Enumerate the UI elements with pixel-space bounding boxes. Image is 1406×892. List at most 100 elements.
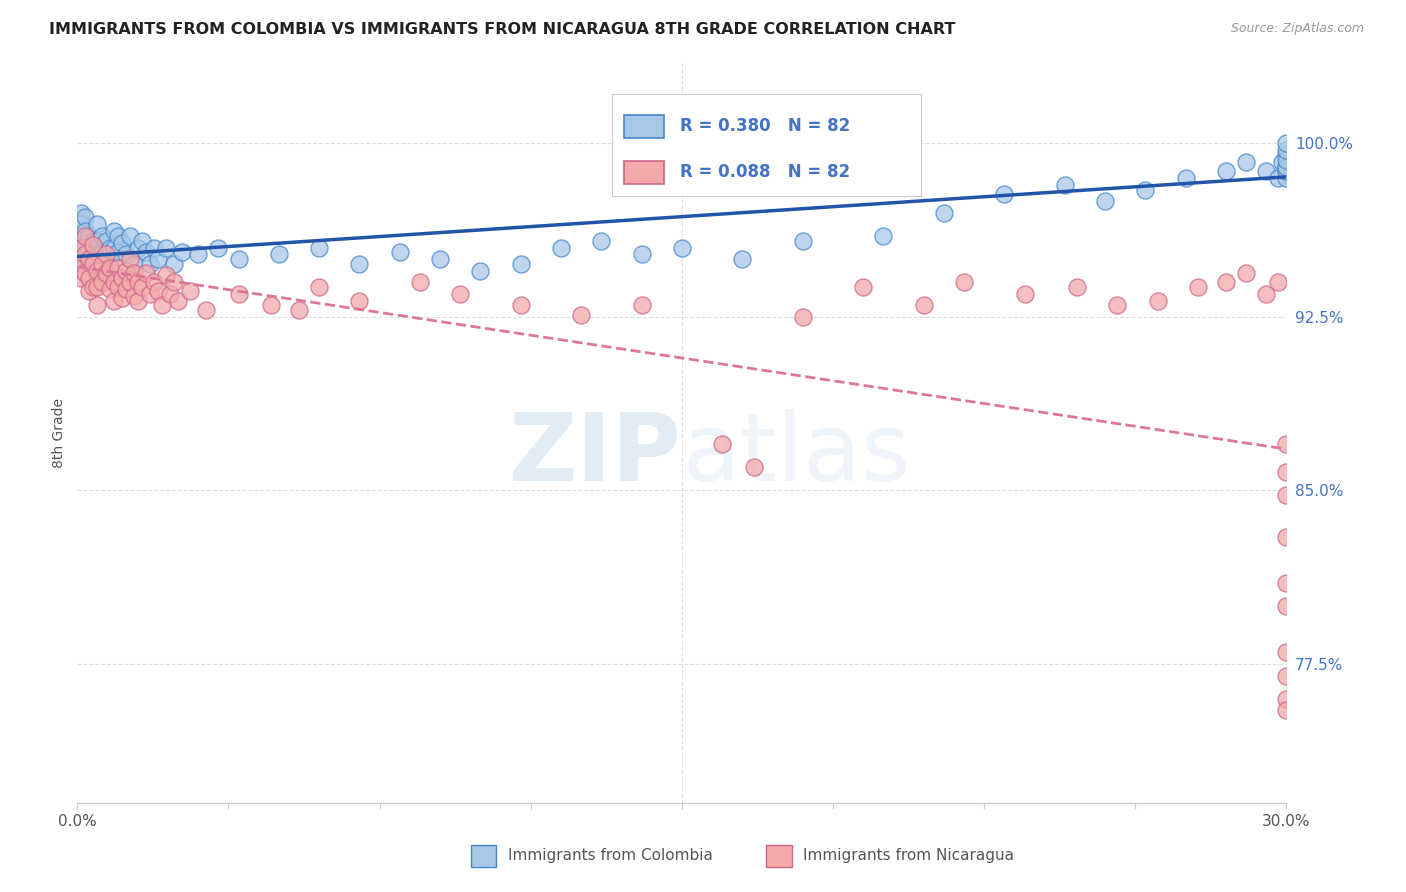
Point bbox=[852, 280, 875, 294]
Point bbox=[1275, 148, 1298, 162]
Point bbox=[82, 247, 104, 261]
Text: R = 0.088   N = 82: R = 0.088 N = 82 bbox=[679, 162, 849, 180]
Point bbox=[1215, 164, 1237, 178]
Point bbox=[1066, 280, 1088, 294]
Point bbox=[86, 298, 108, 312]
Y-axis label: 8th Grade: 8th Grade bbox=[52, 398, 66, 467]
Point bbox=[114, 247, 136, 261]
Text: ZIP: ZIP bbox=[509, 409, 682, 500]
Point bbox=[70, 229, 93, 244]
Point bbox=[671, 240, 693, 254]
Text: Immigrants from Nicaragua: Immigrants from Nicaragua bbox=[803, 848, 1014, 863]
Point bbox=[1234, 266, 1257, 280]
Bar bbox=[624, 115, 664, 137]
Point bbox=[127, 293, 149, 308]
Point bbox=[127, 240, 149, 254]
Point bbox=[150, 298, 173, 312]
Point bbox=[1275, 136, 1298, 151]
Point bbox=[932, 206, 955, 220]
Point bbox=[103, 240, 125, 254]
Point bbox=[731, 252, 754, 266]
Point bbox=[744, 460, 766, 475]
Point bbox=[1256, 286, 1278, 301]
Point bbox=[195, 303, 218, 318]
Point bbox=[1275, 645, 1298, 659]
Point bbox=[569, 308, 592, 322]
Point bbox=[429, 252, 451, 266]
Point bbox=[630, 298, 652, 312]
Point bbox=[82, 257, 104, 271]
Point bbox=[159, 286, 181, 301]
Point bbox=[98, 282, 121, 296]
Point bbox=[260, 298, 283, 312]
Point bbox=[1275, 530, 1298, 544]
Point bbox=[94, 268, 117, 283]
Point bbox=[86, 234, 108, 248]
Point bbox=[135, 245, 157, 260]
Point bbox=[1215, 275, 1237, 289]
Point bbox=[550, 240, 572, 254]
Point bbox=[122, 266, 145, 280]
Point bbox=[118, 275, 141, 289]
Point bbox=[167, 293, 190, 308]
Point bbox=[267, 247, 290, 261]
Point bbox=[1275, 488, 1298, 502]
Point bbox=[1267, 171, 1289, 186]
Point bbox=[163, 275, 186, 289]
Point bbox=[139, 286, 162, 301]
Point bbox=[82, 234, 104, 248]
Point bbox=[70, 270, 93, 285]
Point bbox=[142, 240, 165, 254]
Point bbox=[107, 229, 129, 244]
Point bbox=[90, 261, 112, 276]
Point bbox=[75, 252, 97, 266]
Point bbox=[1094, 194, 1116, 209]
Point bbox=[122, 257, 145, 271]
Point bbox=[146, 285, 169, 299]
Point bbox=[1275, 668, 1298, 682]
Point bbox=[111, 292, 134, 306]
Point bbox=[114, 282, 136, 296]
Point bbox=[409, 275, 432, 289]
Point bbox=[912, 298, 935, 312]
Point bbox=[711, 437, 734, 451]
Point bbox=[70, 240, 93, 254]
Point bbox=[1275, 144, 1298, 158]
Point bbox=[70, 206, 93, 220]
Point bbox=[1275, 599, 1298, 614]
Point bbox=[90, 229, 112, 244]
Bar bbox=[624, 161, 664, 184]
Point bbox=[1135, 183, 1157, 197]
Point bbox=[79, 252, 101, 266]
Point bbox=[135, 266, 157, 280]
Point bbox=[1256, 164, 1278, 178]
Point bbox=[70, 218, 93, 232]
Point bbox=[388, 245, 411, 260]
Point bbox=[1275, 576, 1298, 591]
Point bbox=[792, 310, 814, 324]
Point bbox=[86, 218, 108, 232]
Point bbox=[82, 238, 104, 252]
Point bbox=[111, 270, 134, 285]
Point bbox=[82, 280, 104, 294]
Point bbox=[70, 234, 93, 248]
Point bbox=[107, 280, 129, 294]
Point bbox=[94, 252, 117, 266]
Point bbox=[449, 286, 471, 301]
Point bbox=[114, 263, 136, 277]
Point bbox=[228, 286, 250, 301]
Point bbox=[90, 245, 112, 260]
Point bbox=[131, 280, 153, 294]
Point bbox=[79, 270, 101, 285]
Point bbox=[308, 240, 330, 254]
Point bbox=[1275, 160, 1298, 174]
Point bbox=[308, 280, 330, 294]
Point bbox=[1275, 437, 1298, 451]
Point bbox=[142, 275, 165, 289]
Point bbox=[79, 285, 101, 299]
Point bbox=[75, 247, 97, 261]
Point bbox=[103, 224, 125, 238]
Point bbox=[630, 247, 652, 261]
Point bbox=[131, 234, 153, 248]
Point bbox=[111, 235, 134, 250]
